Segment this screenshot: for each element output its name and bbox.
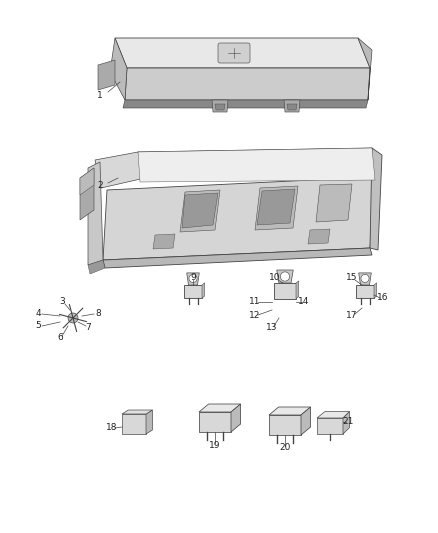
Text: 8: 8 [95,310,101,319]
Polygon shape [103,177,375,260]
Polygon shape [153,234,175,249]
Text: 12: 12 [249,311,261,320]
Text: 3: 3 [59,297,65,306]
Text: 5: 5 [35,321,41,330]
Text: 15: 15 [346,273,358,282]
Polygon shape [212,100,228,112]
Polygon shape [199,404,240,412]
Polygon shape [199,412,231,432]
Polygon shape [146,410,152,434]
Polygon shape [317,411,350,418]
Polygon shape [95,152,145,188]
Polygon shape [202,283,205,298]
Polygon shape [122,410,152,414]
Circle shape [280,272,290,281]
Polygon shape [98,60,115,90]
Text: 21: 21 [343,417,354,426]
Polygon shape [125,68,370,100]
FancyBboxPatch shape [218,43,250,63]
Text: 6: 6 [57,334,63,343]
Polygon shape [80,168,94,220]
Text: 17: 17 [346,311,358,320]
Text: 14: 14 [298,297,310,306]
Polygon shape [274,283,296,298]
Polygon shape [277,270,293,283]
Polygon shape [138,148,378,178]
Text: 7: 7 [85,324,91,333]
Polygon shape [187,273,199,285]
Polygon shape [180,190,220,232]
Polygon shape [317,418,343,434]
Polygon shape [269,407,311,415]
Polygon shape [356,285,374,298]
Polygon shape [122,414,146,434]
Text: 16: 16 [377,294,389,303]
Text: 4: 4 [35,310,41,319]
Text: 1: 1 [97,91,103,100]
Polygon shape [80,168,94,195]
Text: 20: 20 [279,443,291,453]
Polygon shape [269,415,301,435]
Polygon shape [359,273,371,285]
Polygon shape [316,184,352,222]
Polygon shape [255,186,298,230]
Text: 19: 19 [209,440,221,449]
Polygon shape [374,283,377,298]
Polygon shape [103,248,372,268]
Polygon shape [257,189,295,225]
Polygon shape [110,38,127,100]
Polygon shape [358,38,372,100]
Polygon shape [138,148,375,182]
Circle shape [68,313,78,323]
Polygon shape [231,404,240,432]
Text: 18: 18 [106,424,118,432]
Polygon shape [182,193,218,228]
Polygon shape [308,229,330,244]
Polygon shape [287,104,297,110]
Polygon shape [370,148,382,250]
Polygon shape [184,285,202,298]
Polygon shape [343,411,350,434]
Polygon shape [88,162,103,265]
Polygon shape [88,260,105,274]
Polygon shape [284,100,300,112]
Text: 9: 9 [190,273,196,282]
Text: 11: 11 [249,297,261,306]
Polygon shape [296,281,299,298]
Polygon shape [123,100,368,108]
Text: 13: 13 [266,324,278,333]
Text: 2: 2 [97,181,103,190]
Circle shape [361,274,369,282]
Text: 10: 10 [269,273,281,282]
Circle shape [189,274,197,282]
Polygon shape [115,38,370,68]
Polygon shape [301,407,311,435]
Polygon shape [215,104,225,110]
